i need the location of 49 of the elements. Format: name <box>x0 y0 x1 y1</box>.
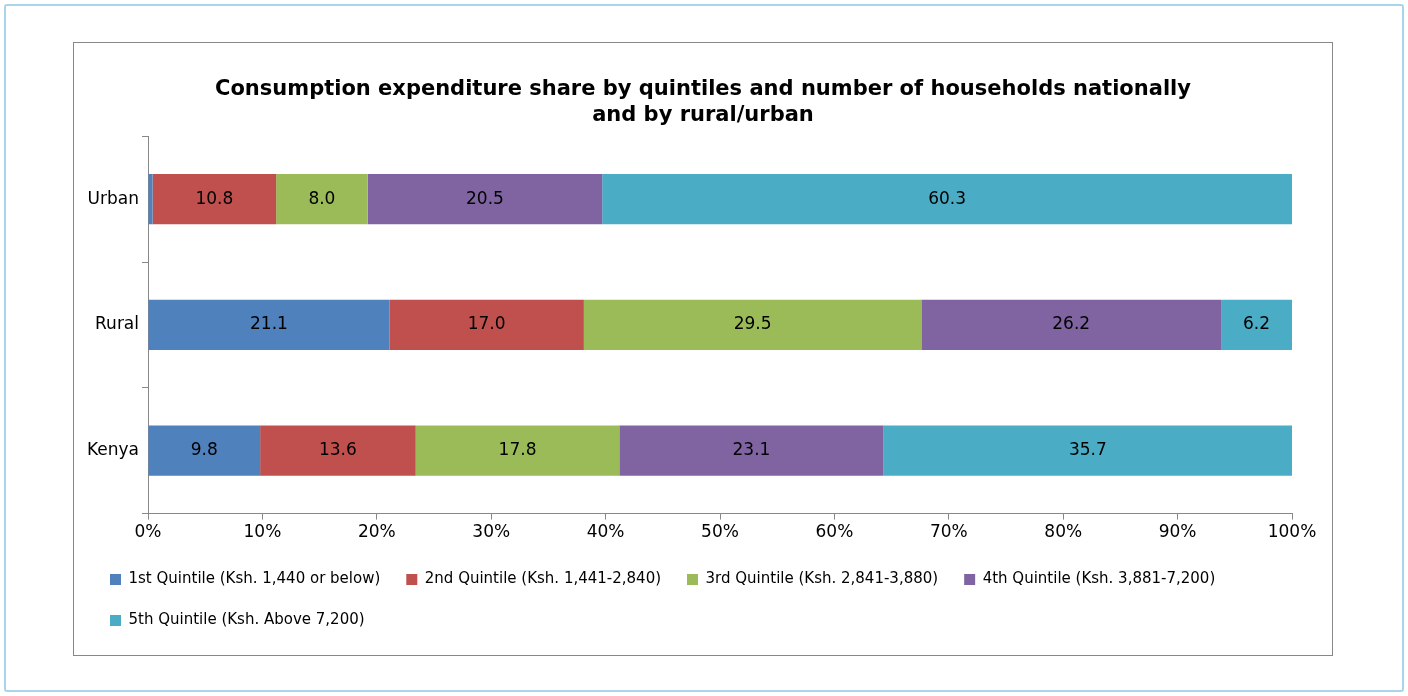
data-label: 29.5 <box>733 313 772 334</box>
legend-label: 4th Quintile (Ksh. 3,881-7,200) <box>982 569 1216 588</box>
chart-title: Consumption expenditure share by quintiles and number of households nationally and by rural/urban <box>214 75 1192 127</box>
x-tick-label: 60% <box>815 521 854 542</box>
legend-label: 2nd Quintile (Ksh. 1,441-2,840) <box>424 569 662 588</box>
x-tick-label: 50% <box>701 521 739 542</box>
x-tick-label: 70% <box>929 521 968 542</box>
legend-label: 3rd Quintile (Ksh. 2,841-3,880) <box>705 569 939 588</box>
data-label: 17.8 <box>498 439 537 460</box>
bar <box>883 425 1292 476</box>
data-label: 10.8 <box>195 187 234 208</box>
y-tick-label: Rural <box>95 313 140 334</box>
bar <box>619 425 884 476</box>
legend-label: 5th Quintile (Ksh. Above 7,200) <box>128 610 365 629</box>
x-tick-label: 40% <box>586 521 625 542</box>
x-tick-label: 80% <box>1044 521 1083 542</box>
bar <box>921 299 1222 351</box>
data-label: 26.2 <box>1052 313 1091 334</box>
bar <box>367 173 603 225</box>
data-label: 17.0 <box>467 313 506 334</box>
bar <box>148 173 153 225</box>
data-label: 6.2 <box>1243 313 1271 334</box>
data-label: 8.0 <box>308 187 336 208</box>
x-tick-label: 100% <box>1267 521 1317 542</box>
bar <box>276 173 368 225</box>
x-tick-label: 10% <box>243 521 282 542</box>
bar <box>583 299 922 351</box>
data-label: 9.8 <box>190 439 218 460</box>
bar <box>1221 299 1292 351</box>
x-tick-label: 30% <box>472 521 511 542</box>
bar <box>602 173 1292 225</box>
x-tick-label: 20% <box>357 521 396 542</box>
x-tick-label: 0% <box>134 521 162 542</box>
x-tick-label: 90% <box>1158 521 1197 542</box>
data-label: 35.7 <box>1068 439 1107 460</box>
bar <box>152 173 277 225</box>
bar <box>260 425 416 476</box>
data-label: 13.6 <box>318 439 357 460</box>
data-label: 23.1 <box>732 439 771 460</box>
data-label: 21.1 <box>250 313 288 334</box>
bar <box>415 425 620 476</box>
data-label: 20.5 <box>465 187 504 208</box>
data-label: 60.3 <box>928 187 967 208</box>
bar <box>148 299 390 351</box>
bar <box>389 299 584 351</box>
y-tick-label: Urban <box>87 187 140 208</box>
legend-label: 1st Quintile (Ksh. 1,440 or below) <box>128 569 381 588</box>
bar <box>148 425 261 476</box>
y-tick-label: Kenya <box>87 439 140 460</box>
